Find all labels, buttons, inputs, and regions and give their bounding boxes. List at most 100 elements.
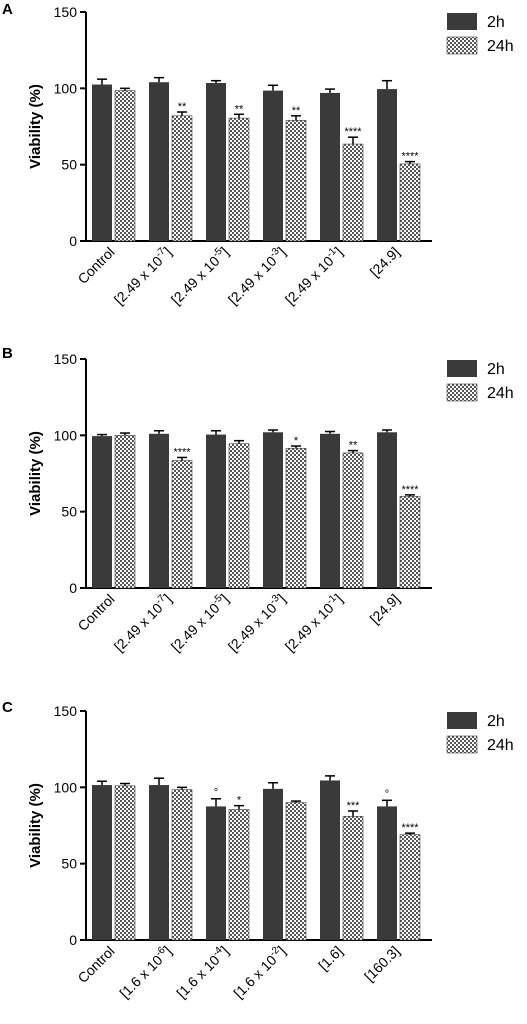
significance-label: ** bbox=[292, 105, 301, 117]
x-tick-label: [2.49 x 10-1] bbox=[281, 590, 346, 655]
bar-24h-6 bbox=[399, 496, 421, 589]
panel-letter: C bbox=[2, 699, 13, 716]
panel-letter: B bbox=[2, 345, 13, 362]
x-tick-label: [1.6 x 10-4] bbox=[173, 942, 232, 1001]
chart-panel-a: A Viability (%) 0 50 100 150 Control ** [2.49 x … bbox=[2, 1, 514, 308]
legend-label-24h: 24h bbox=[487, 737, 514, 754]
significance-label: ° bbox=[214, 787, 218, 799]
bar-24h-5 bbox=[342, 143, 364, 242]
significance-label: * bbox=[237, 795, 242, 807]
bar-2h-2 bbox=[149, 785, 169, 940]
significance-label: ** bbox=[178, 101, 187, 113]
y-axis-label: Viability (%) bbox=[27, 84, 44, 169]
bar-2h-5 bbox=[320, 780, 340, 940]
x-tick-label: [2.49 x 10-3] bbox=[224, 243, 289, 308]
x-tick-label: [2.49 x 10-5] bbox=[167, 590, 232, 655]
panel-letter: A bbox=[2, 1, 13, 18]
x-tick-label: [1.6 x 10-2] bbox=[230, 942, 289, 1001]
legend-label-24h: 24h bbox=[487, 38, 514, 55]
legend-swatch-2h bbox=[447, 712, 477, 729]
bar-2h-1 bbox=[92, 436, 112, 588]
legend-swatch-24h bbox=[446, 735, 478, 754]
legend-swatch-24h bbox=[446, 383, 478, 402]
bar-2h-1 bbox=[92, 84, 112, 242]
x-tick-label: Control bbox=[74, 244, 117, 287]
significance-label: **** bbox=[401, 151, 419, 163]
significance-label: **** bbox=[344, 126, 362, 138]
significance-label: *** bbox=[347, 800, 361, 812]
bar-24h-1 bbox=[114, 435, 136, 589]
bar-2h-2 bbox=[149, 82, 169, 241]
bar-2h-4 bbox=[263, 432, 283, 588]
y-tick-label: 100 bbox=[54, 427, 78, 443]
y-tick-label: 150 bbox=[54, 703, 78, 719]
bar-24h-6 bbox=[399, 834, 421, 941]
bar-24h-1 bbox=[114, 785, 136, 941]
y-tick-label: 150 bbox=[54, 4, 78, 20]
x-tick-label: [2.49 x 10-1] bbox=[281, 243, 346, 308]
bar-24h-5 bbox=[342, 816, 364, 941]
x-tick-label: [1.6 x 10-6] bbox=[116, 942, 175, 1001]
bar-24h-3 bbox=[228, 117, 250, 242]
x-tick-label: [2.49 x 10-3] bbox=[224, 590, 289, 655]
x-tick-label: [2.49 x 10-5] bbox=[167, 243, 232, 308]
bar-24h-3 bbox=[228, 809, 250, 941]
bar-2h-2 bbox=[149, 433, 169, 588]
bar-2h-3 bbox=[206, 82, 226, 242]
bar-24h-5 bbox=[342, 452, 364, 589]
bar-2h-6 bbox=[377, 432, 397, 588]
y-tick-label: 150 bbox=[54, 351, 78, 367]
x-tick-label: [1.6] bbox=[315, 943, 346, 974]
legend-label-24h: 24h bbox=[487, 385, 514, 402]
y-tick-label: 50 bbox=[61, 157, 77, 173]
bar-24h-4 bbox=[285, 120, 307, 242]
significance-label: ** bbox=[349, 440, 358, 452]
bar-2h-3 bbox=[206, 806, 226, 940]
x-tick-label: Control bbox=[74, 943, 117, 986]
bar-24h-6 bbox=[399, 163, 421, 242]
bar-24h-2 bbox=[171, 789, 193, 941]
bar-24h-4 bbox=[285, 448, 307, 589]
bar-2h-6 bbox=[377, 89, 397, 241]
bar-2h-5 bbox=[320, 433, 340, 588]
y-tick-label: 0 bbox=[69, 580, 77, 596]
significance-label: **** bbox=[401, 822, 419, 834]
bar-24h-2 bbox=[171, 115, 193, 242]
chart-panel-b: B Viability (%) 0 50 100 150 Control **** [2.49 … bbox=[2, 345, 514, 655]
y-tick-label: 50 bbox=[61, 504, 77, 520]
legend-swatch-24h bbox=[446, 36, 478, 55]
x-tick-label: [2.49 x 10-7] bbox=[110, 590, 175, 655]
legend-label-2h: 2h bbox=[487, 14, 505, 31]
x-tick-label: [160.3] bbox=[361, 943, 403, 985]
y-axis-label: Viability (%) bbox=[27, 431, 44, 516]
legend-label-2h: 2h bbox=[487, 361, 505, 378]
significance-label: ** bbox=[235, 103, 244, 115]
bar-24h-3 bbox=[228, 443, 250, 589]
bar-24h-1 bbox=[114, 90, 136, 242]
y-tick-label: 100 bbox=[54, 779, 78, 795]
y-tick-label: 50 bbox=[61, 856, 77, 872]
bar-2h-6 bbox=[377, 806, 397, 940]
legend-swatch-2h bbox=[447, 13, 477, 30]
x-tick-label: [2.49 x 10-7] bbox=[110, 243, 175, 308]
x-tick-label: Control bbox=[74, 591, 117, 634]
bar-2h-4 bbox=[263, 788, 283, 940]
x-tick-label: [24.9] bbox=[367, 591, 403, 627]
significance-label: ° bbox=[385, 788, 389, 800]
bar-24h-4 bbox=[285, 802, 307, 941]
bar-24h-2 bbox=[171, 460, 193, 589]
y-tick-label: 0 bbox=[69, 932, 77, 948]
bar-2h-3 bbox=[206, 434, 226, 588]
significance-label: **** bbox=[173, 446, 191, 458]
significance-label: * bbox=[294, 435, 299, 447]
bar-2h-1 bbox=[92, 785, 112, 940]
bar-2h-5 bbox=[320, 92, 340, 241]
x-tick-label: [24.9] bbox=[367, 244, 403, 280]
legend-swatch-2h bbox=[447, 360, 477, 377]
significance-label: **** bbox=[401, 484, 419, 496]
y-axis-label: Viability (%) bbox=[27, 783, 44, 868]
bar-2h-4 bbox=[263, 90, 283, 241]
y-tick-label: 0 bbox=[69, 233, 77, 249]
